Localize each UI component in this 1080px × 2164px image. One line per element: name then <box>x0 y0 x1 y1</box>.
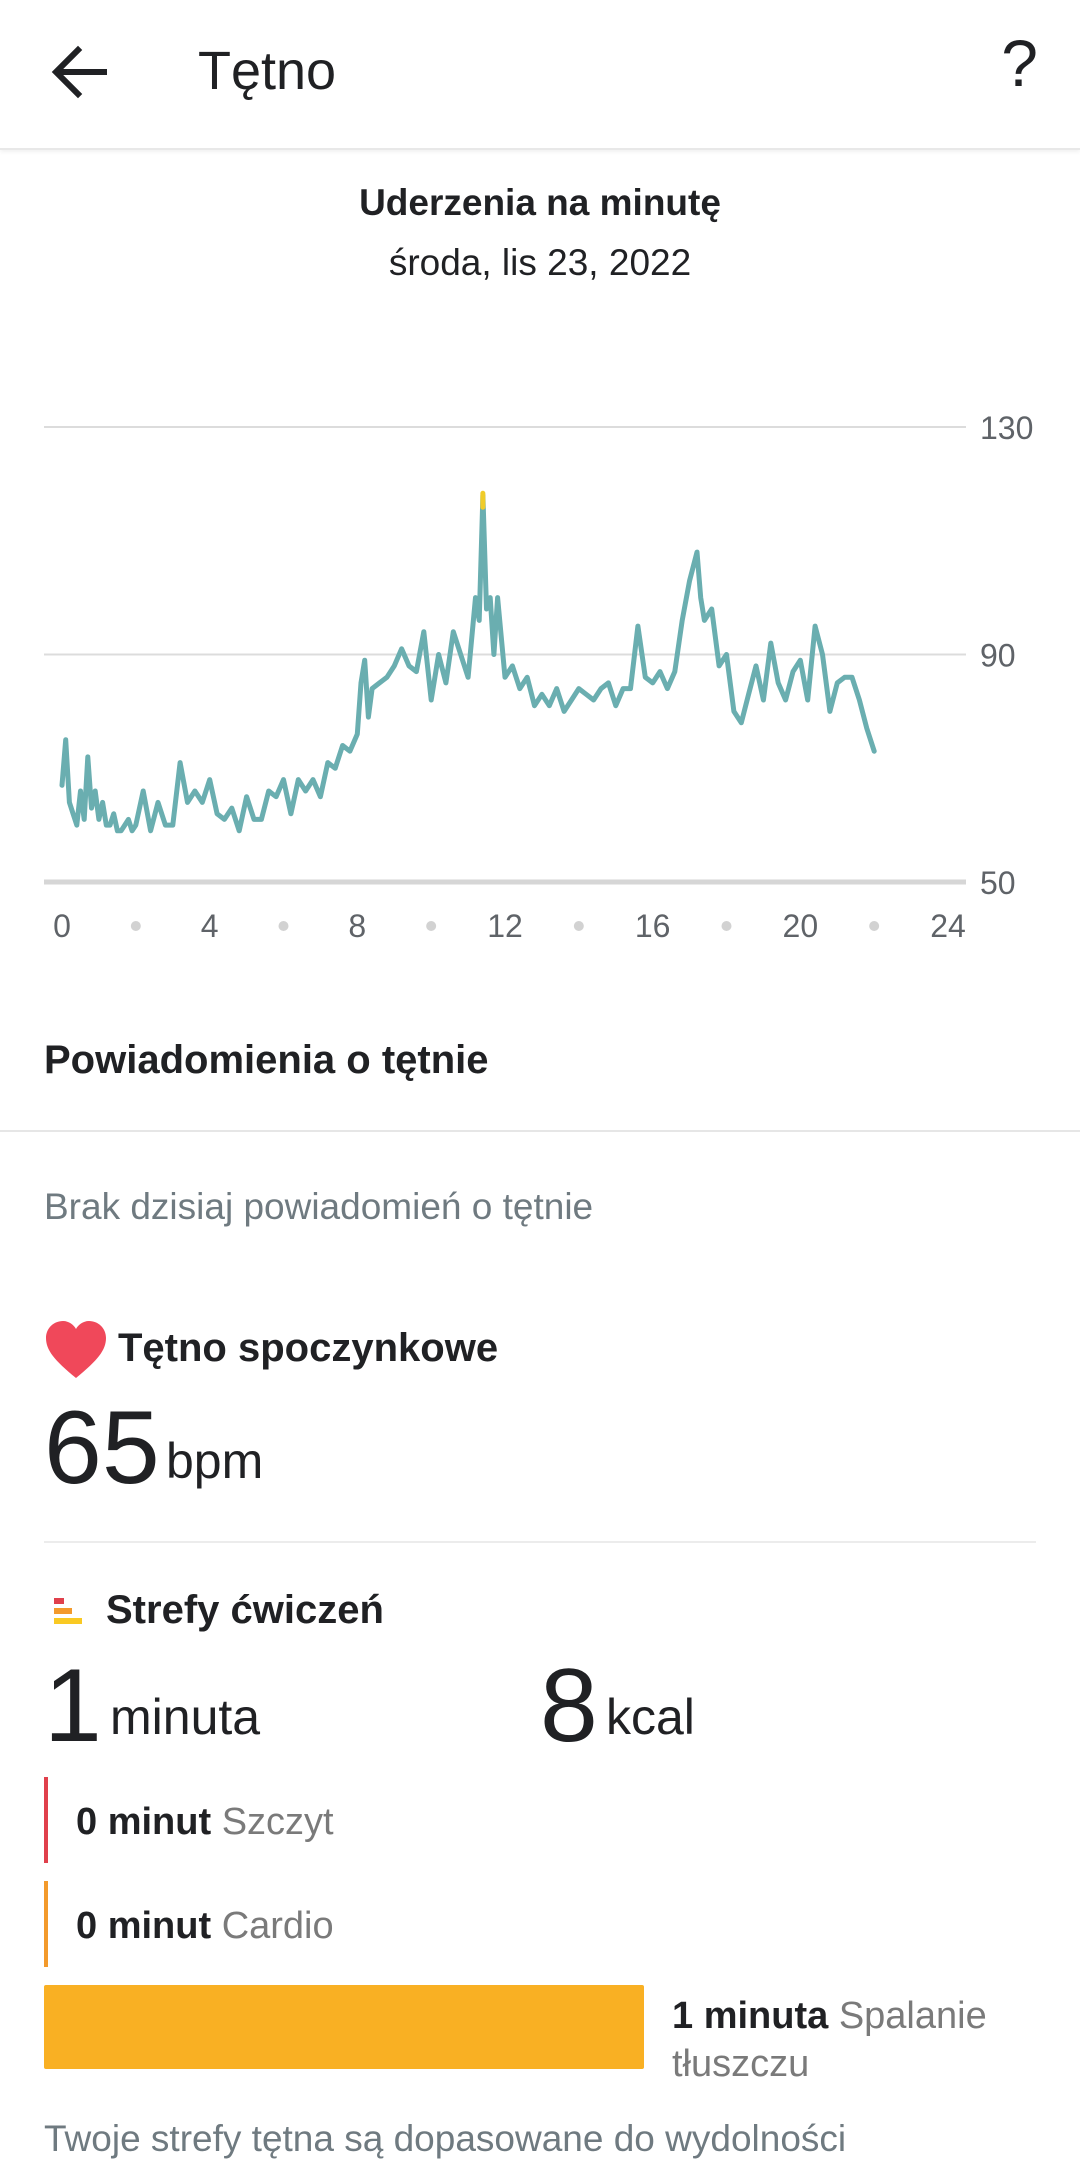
zones-kcal-value: 8 <box>540 1648 598 1764</box>
zone-fat-burn-text: 1 minuta Spalanie tłuszczu <box>672 1992 1052 2088</box>
x-tick-label-8: 8 <box>348 908 366 940</box>
zone-peak-text: 0 minut Szczyt <box>76 1801 334 1844</box>
chart-title: Uderzenia na minutę <box>359 182 721 223</box>
zones-kcal-unit: kcal <box>606 1689 695 1745</box>
zone-fat-burn-bar <box>44 1985 644 2069</box>
zone-fat-burn-name: Spalanie tłuszczu <box>672 1995 987 2085</box>
zones-title: Strefy ćwiczeń <box>106 1588 384 1632</box>
resting-divider <box>44 1541 1036 1543</box>
heart-rate-chart[interactable]: 130 90 50 0 4 8 12 16 20 24 <box>0 380 1080 940</box>
alerts-title: Powiadomienia o tętnie <box>44 1038 489 1082</box>
x-minor-dot <box>278 921 289 931</box>
back-button[interactable] <box>44 36 116 108</box>
resting-title: Tętno spoczynkowe <box>118 1326 499 1370</box>
zones-minutes-unit: minuta <box>110 1689 261 1745</box>
chart-date: środa, lis 23, 2022 <box>388 242 692 283</box>
resting-unit: bpm <box>166 1433 264 1489</box>
help-button[interactable]: ? <box>1001 26 1038 100</box>
resting-value: 65 <box>44 1390 160 1506</box>
x-tick-label-12: 12 <box>487 908 523 940</box>
x-minor-dot <box>130 921 141 931</box>
y-tick-label-50: 50 <box>980 865 1016 901</box>
x-tick-label-20: 20 <box>783 908 819 940</box>
zone-cardio-name: Cardio <box>221 1905 334 1947</box>
zones-footer-text: Twoje strefy tętna są dopasowane do wydo… <box>44 2118 847 2159</box>
x-tick-label-0: 0 <box>53 908 71 940</box>
x-minor-dot <box>721 921 732 931</box>
alerts-divider <box>0 1130 1080 1132</box>
zone-cardio-bar <box>44 1881 48 1967</box>
zones-icon <box>54 1598 82 1624</box>
heart-rate-series-line <box>59 492 877 834</box>
x-minor-dot <box>869 921 880 931</box>
zone-peak-amount: 0 minut <box>76 1801 212 1843</box>
zone-cardio-text: 0 minut Cardio <box>76 1905 334 1948</box>
y-tick-label-130: 130 <box>980 410 1033 446</box>
zone-peak-name: Szczyt <box>221 1801 334 1843</box>
arrow-left-icon <box>51 45 107 99</box>
alerts-empty-text: Brak dzisiaj powiadomień o tętnie <box>44 1186 594 1227</box>
y-tick-label-90: 90 <box>980 638 1016 674</box>
zone-fat-burn-amount: 1 minuta <box>672 1995 829 2037</box>
zones-minutes-value: 1 <box>44 1648 102 1764</box>
x-tick-label-24: 24 <box>930 908 966 940</box>
zone-cardio-amount: 0 minut <box>76 1905 212 1947</box>
x-tick-label-16: 16 <box>635 908 671 940</box>
x-minor-dot <box>426 921 437 931</box>
x-tick-label-4: 4 <box>201 908 219 940</box>
zone-peak-bar <box>44 1777 48 1863</box>
x-minor-dot <box>573 921 584 931</box>
heart-icon <box>46 1321 106 1378</box>
app-bar: Tętno ? <box>0 0 1080 150</box>
page-title: Tętno <box>198 41 337 101</box>
